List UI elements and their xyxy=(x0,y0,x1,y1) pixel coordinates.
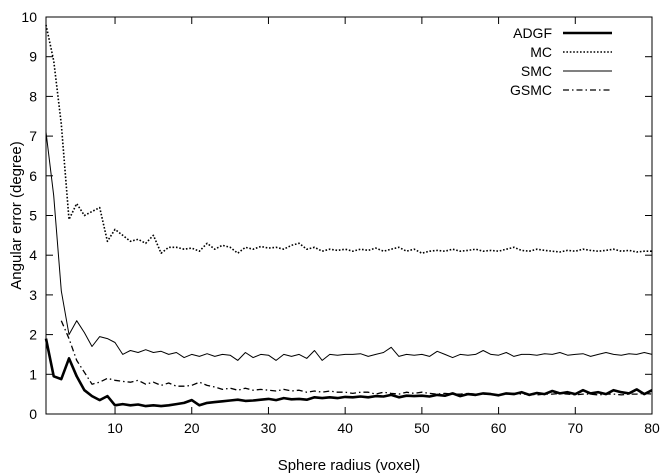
legend-label-gsmc: GSMC xyxy=(510,82,552,98)
y-tick-label: 0 xyxy=(29,406,37,422)
x-axis-label: Sphere radius (voxel) xyxy=(278,457,421,474)
y-tick-label: 9 xyxy=(29,49,37,65)
plot-frame xyxy=(45,16,653,415)
axis-ticks: 0 1 2 3 4 5 6 7 8 9 10 10 20 30 40 50 60 70 80 xyxy=(21,9,660,436)
x-tick-label: 50 xyxy=(414,420,430,436)
y-tick-label: 4 xyxy=(29,247,37,263)
x-tick-label: 40 xyxy=(337,420,353,436)
x-tick-label: 30 xyxy=(261,420,277,436)
x-tick-label: 60 xyxy=(491,420,507,436)
y-axis-label: Angular error (degree) xyxy=(8,141,25,289)
x-tick-label: 70 xyxy=(568,420,584,436)
x-tick-label: 20 xyxy=(184,420,200,436)
x-tick-label: 10 xyxy=(107,420,123,436)
legend-label-mc: MC xyxy=(530,44,552,60)
y-tick-label: 5 xyxy=(29,208,37,224)
y-tick-label: 6 xyxy=(29,168,37,184)
y-tick-label: 2 xyxy=(29,327,37,343)
legend: ADGF MC SMC GSMC xyxy=(510,25,612,98)
y-tick-label: 3 xyxy=(29,287,37,303)
y-tick-label: 8 xyxy=(29,88,37,104)
y-tick-label: 1 xyxy=(29,366,37,382)
legend-label-adgf: ADGF xyxy=(513,25,552,41)
series-line-mc xyxy=(45,24,652,254)
y-tick-label: 10 xyxy=(21,9,37,25)
legend-label-smc: SMC xyxy=(521,63,552,79)
series-line-smc xyxy=(45,132,653,361)
series-line-adgf xyxy=(44,338,653,408)
x-tick-label: 80 xyxy=(644,420,660,436)
series-line-gsmc xyxy=(60,320,653,396)
y-tick-label: 7 xyxy=(29,128,37,144)
series-lines xyxy=(44,24,653,408)
